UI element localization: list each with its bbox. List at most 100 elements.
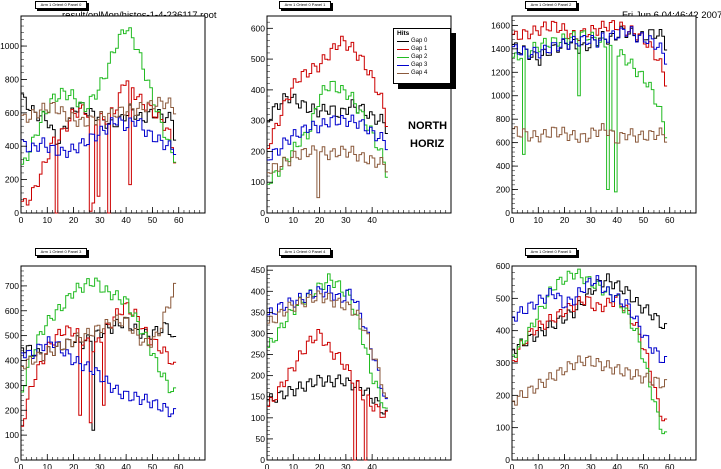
y-tick-label: 600 bbox=[496, 261, 510, 271]
series-gap-4 bbox=[267, 290, 388, 398]
y-tick-label: 200 bbox=[496, 390, 510, 400]
x-tick-label: 40 bbox=[121, 215, 131, 225]
x-tick-label: 20 bbox=[315, 462, 325, 469]
overlay-north-label: NORTH bbox=[408, 120, 448, 132]
panel-title: Arm 1 Orient 0 Panel 0 bbox=[35, 1, 87, 9]
y-tick-label: 50 bbox=[256, 434, 266, 444]
x-tick-label: 30 bbox=[341, 462, 351, 469]
y-tick-label: 800 bbox=[496, 114, 510, 124]
series-gap-2 bbox=[21, 277, 177, 394]
x-tick-label: 50 bbox=[639, 462, 649, 469]
series-gap-1 bbox=[267, 35, 388, 149]
y-tick-label: 1400 bbox=[491, 44, 510, 54]
x-tick-label: 60 bbox=[665, 215, 675, 225]
x-tick-label: 40 bbox=[367, 215, 377, 225]
series-gap-1 bbox=[512, 294, 668, 422]
histogram-panel-2: 0 10 20 30 40 50 60020040060080010001200140016… bbox=[491, 15, 697, 225]
series-gap-4 bbox=[512, 123, 668, 144]
series-gap-0 bbox=[21, 93, 177, 145]
y-tick-label: 400 bbox=[251, 286, 265, 296]
panel-title: Arm 1 Orient 0 Panel 2 bbox=[525, 1, 577, 9]
y-tick-label: 300 bbox=[251, 116, 265, 126]
x-tick-label: 40 bbox=[121, 462, 131, 469]
x-tick-label: 20 bbox=[69, 462, 79, 469]
x-tick-label: 60 bbox=[174, 462, 184, 469]
series-gap-1 bbox=[21, 80, 177, 214]
x-tick-label: 10 bbox=[43, 462, 53, 469]
x-tick-label: 60 bbox=[174, 215, 184, 225]
legend-swatch bbox=[397, 57, 409, 58]
x-tick-label: 20 bbox=[560, 462, 570, 469]
legend-swatch bbox=[397, 49, 409, 50]
x-tick-label: 30 bbox=[586, 462, 596, 469]
x-tick-label: 0 bbox=[265, 215, 270, 225]
y-tick-label: 0 bbox=[260, 455, 265, 465]
y-tick-label: 100 bbox=[496, 423, 510, 433]
x-tick-label: 20 bbox=[315, 215, 325, 225]
y-tick-label: 250 bbox=[251, 350, 265, 360]
x-tick-label: 50 bbox=[148, 215, 158, 225]
y-tick-label: 200 bbox=[5, 175, 19, 185]
legend-box: Hits Gap 0 Gap 1 Gap 2 Gap 3 Gap 4 bbox=[393, 28, 451, 84]
x-tick-label: 20 bbox=[69, 215, 79, 225]
legend-label: Gap 4 bbox=[411, 70, 428, 76]
x-tick-label: 40 bbox=[612, 215, 622, 225]
x-tick-label: 10 bbox=[43, 215, 53, 225]
plot-frame bbox=[511, 15, 697, 214]
plot-frame bbox=[266, 265, 452, 461]
y-tick-label: 600 bbox=[496, 138, 510, 148]
panel-title: Arm 1 Orient 0 Panel 5 bbox=[525, 248, 577, 256]
y-tick-label: 0 bbox=[505, 208, 510, 218]
series-gap-0 bbox=[512, 273, 668, 354]
series-gap-1 bbox=[267, 329, 388, 461]
legend-entry-gap-3: Gap 3 bbox=[396, 62, 448, 70]
y-tick-label: 600 bbox=[5, 108, 19, 118]
y-tick-label: 800 bbox=[5, 74, 19, 84]
x-tick-label: 50 bbox=[639, 215, 649, 225]
y-tick-label: 400 bbox=[496, 161, 510, 171]
y-tick-label: 0 bbox=[14, 208, 19, 218]
x-tick-label: 40 bbox=[612, 462, 622, 469]
y-tick-label: 300 bbox=[496, 358, 510, 368]
x-tick-label: 0 bbox=[19, 462, 24, 469]
y-tick-label: 1200 bbox=[491, 67, 510, 77]
y-tick-label: 400 bbox=[5, 356, 19, 366]
series-gap-4 bbox=[21, 282, 177, 370]
x-tick-label: 0 bbox=[19, 215, 24, 225]
y-tick-label: 600 bbox=[5, 306, 19, 316]
y-tick-label: 1000 bbox=[0, 41, 19, 51]
y-tick-label: 0 bbox=[14, 455, 19, 465]
y-tick-label: 0 bbox=[505, 455, 510, 465]
y-tick-label: 400 bbox=[251, 85, 265, 95]
x-tick-label: 60 bbox=[665, 462, 675, 469]
x-tick-label: 0 bbox=[510, 462, 515, 469]
series-gap-3 bbox=[512, 275, 668, 363]
legend-entry-gap-1: Gap 1 bbox=[396, 46, 448, 54]
legend-label: Gap 1 bbox=[411, 46, 428, 52]
legend-entry-gap-2: Gap 2 bbox=[396, 54, 448, 62]
legend-label: Gap 0 bbox=[411, 38, 428, 44]
series-gap-0 bbox=[267, 374, 388, 415]
legend-swatch bbox=[397, 73, 409, 74]
series-gap-2 bbox=[512, 268, 668, 435]
x-tick-label: 0 bbox=[510, 215, 515, 225]
y-tick-label: 400 bbox=[496, 326, 510, 336]
x-tick-label: 10 bbox=[534, 462, 544, 469]
x-tick-label: 10 bbox=[289, 215, 299, 225]
y-tick-label: 450 bbox=[251, 265, 265, 275]
y-tick-label: 200 bbox=[251, 146, 265, 156]
series-gap-3 bbox=[21, 117, 177, 158]
series-gap-2 bbox=[512, 30, 668, 193]
series-gap-0 bbox=[267, 93, 388, 134]
y-tick-label: 0 bbox=[260, 208, 265, 218]
y-tick-label: 150 bbox=[251, 392, 265, 402]
series-gap-2 bbox=[267, 273, 388, 409]
y-tick-label: 100 bbox=[251, 177, 265, 187]
series-gap-1 bbox=[21, 302, 177, 427]
series-gap-4 bbox=[21, 96, 177, 127]
series-gap-3 bbox=[512, 26, 668, 65]
